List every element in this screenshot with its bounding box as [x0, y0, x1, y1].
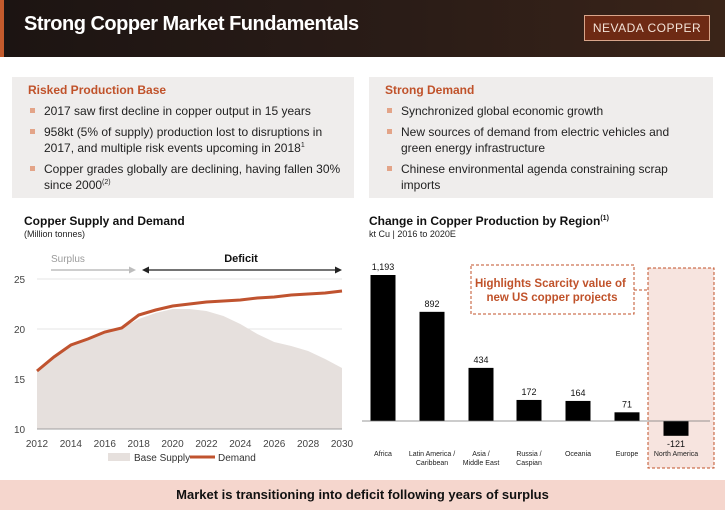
surplus-annotation: Surplus	[51, 254, 136, 274]
production-chart-subtitle: kt Cu | 2016 to 2020E	[369, 229, 456, 239]
bullet-list: Synchronized global economic growth New …	[385, 103, 685, 198]
bar-value-label: 892	[424, 299, 439, 309]
bar-north-america	[663, 421, 689, 436]
strong-demand-panel: Strong Demand Synchronized global econom…	[369, 77, 713, 198]
category-label: Africa	[374, 451, 392, 458]
bar-value-label: 172	[521, 387, 536, 397]
legend-label-demand: Demand	[218, 453, 256, 464]
risked-production-panel: Risked Production Base 2017 saw first de…	[12, 77, 354, 198]
bar-europe	[614, 412, 640, 421]
bar-asia-middle-east	[468, 367, 494, 421]
supply-legend: Base Supply Demand	[108, 453, 256, 464]
bar-africa	[370, 275, 396, 421]
deficit-arrow-head-right	[335, 266, 342, 274]
category-label-line: Russia /	[516, 451, 541, 458]
category-label: North America	[654, 451, 698, 458]
deficit-arrow-head-left	[142, 266, 149, 274]
bar-value-label: -121	[667, 439, 685, 449]
callout-border	[470, 264, 635, 315]
y-tick-label: 20	[14, 325, 26, 336]
bullet-item: 2017 saw first decline in copper output …	[28, 103, 348, 119]
x-tick-label: 2014	[60, 439, 83, 450]
y-tick-label: 25	[14, 275, 26, 286]
category-label: Europe	[616, 451, 639, 458]
category-label-line: North America	[654, 451, 698, 458]
x-tick-label: 2022	[195, 439, 218, 450]
bar-value-label: 71	[622, 399, 632, 409]
category-label: Oceania	[565, 451, 591, 458]
conclusion-banner: Market is transitioning into deficit fol…	[0, 480, 725, 510]
category-label-line: Caspian	[516, 460, 542, 467]
deficit-annotation: Deficit	[142, 253, 342, 274]
category-label: Asia / Middle East	[463, 451, 500, 467]
base-supply-area	[37, 309, 342, 429]
demand-line	[36, 289, 343, 373]
x-tick-label: 2024	[229, 439, 252, 450]
category-label: Latin America / Caribbean	[409, 451, 455, 467]
north-america-highlight	[647, 267, 715, 469]
category-label-line: Oceania	[565, 451, 591, 458]
x-tick-label: 2018	[128, 439, 151, 450]
x-tick-label: 2028	[297, 439, 320, 450]
callout-box: Highlights Scarcity value of new US copp…	[470, 264, 648, 315]
header-bar: Strong Copper Market Fundamentals NEVADA…	[0, 0, 725, 57]
x-tick-label: 2016	[94, 439, 117, 450]
callout-line-2: new US copper projects	[486, 292, 617, 304]
legend-label-supply: Base Supply	[134, 453, 190, 464]
callout-text: Highlights Scarcity value of new US copp…	[475, 278, 629, 304]
bullet-item: 958kt (5% of supply) production lost to …	[28, 124, 348, 156]
category-label-line: Asia /	[472, 451, 490, 458]
x-tick-label: 2026	[263, 439, 286, 450]
surplus-arrow-head	[129, 266, 136, 274]
x-tick-label: 2012	[26, 439, 49, 450]
y-tick-label: 15	[14, 375, 26, 386]
bullet-item: Copper grades globally are declining, ha…	[28, 161, 348, 193]
page-title: Strong Copper Market Fundamentals	[24, 13, 359, 35]
company-logo: NEVADA COPPER	[584, 15, 710, 41]
header-accent	[0, 0, 4, 57]
panel-heading: Risked Production Base	[28, 83, 167, 97]
deficit-label: Deficit	[224, 253, 258, 265]
category-label: Russia / Caspian	[516, 451, 542, 467]
category-label-line: Latin America /	[409, 451, 455, 458]
supply-chart-subtitle: (Million tonnes)	[24, 229, 86, 239]
x-tick-label: 2030	[331, 439, 354, 450]
bar-russia-caspian	[516, 399, 542, 421]
bar-value-label: 1,193	[372, 262, 395, 272]
category-label-line: Europe	[616, 451, 639, 458]
bullet-item: Synchronized global economic growth	[385, 103, 685, 119]
x-tick-label: 2020	[161, 439, 184, 450]
callout-line-1: Highlights Scarcity value of	[475, 278, 626, 290]
bar-value-label: 434	[473, 355, 488, 365]
production-chart-title: Change in Copper Production by Region(1)	[369, 214, 609, 228]
bar-value-label: 164	[570, 388, 585, 398]
y-tick-label: 10	[14, 425, 26, 436]
category-label-line: Caribbean	[416, 460, 448, 467]
bullet-list: 2017 saw first decline in copper output …	[28, 103, 348, 198]
category-label-line: Africa	[374, 451, 392, 458]
category-label-line: Middle East	[463, 460, 500, 467]
bar-oceania	[565, 400, 591, 421]
panel-heading: Strong Demand	[385, 83, 475, 97]
bar-latin-america-caribbean	[419, 311, 445, 421]
bullet-item: Chinese environmental agenda constrainin…	[385, 161, 685, 193]
supply-chart-title: Copper Supply and Demand	[24, 214, 185, 228]
legend-swatch-supply	[108, 453, 130, 461]
bullet-item: New sources of demand from electric vehi…	[385, 124, 685, 156]
surplus-label: Surplus	[51, 254, 85, 265]
